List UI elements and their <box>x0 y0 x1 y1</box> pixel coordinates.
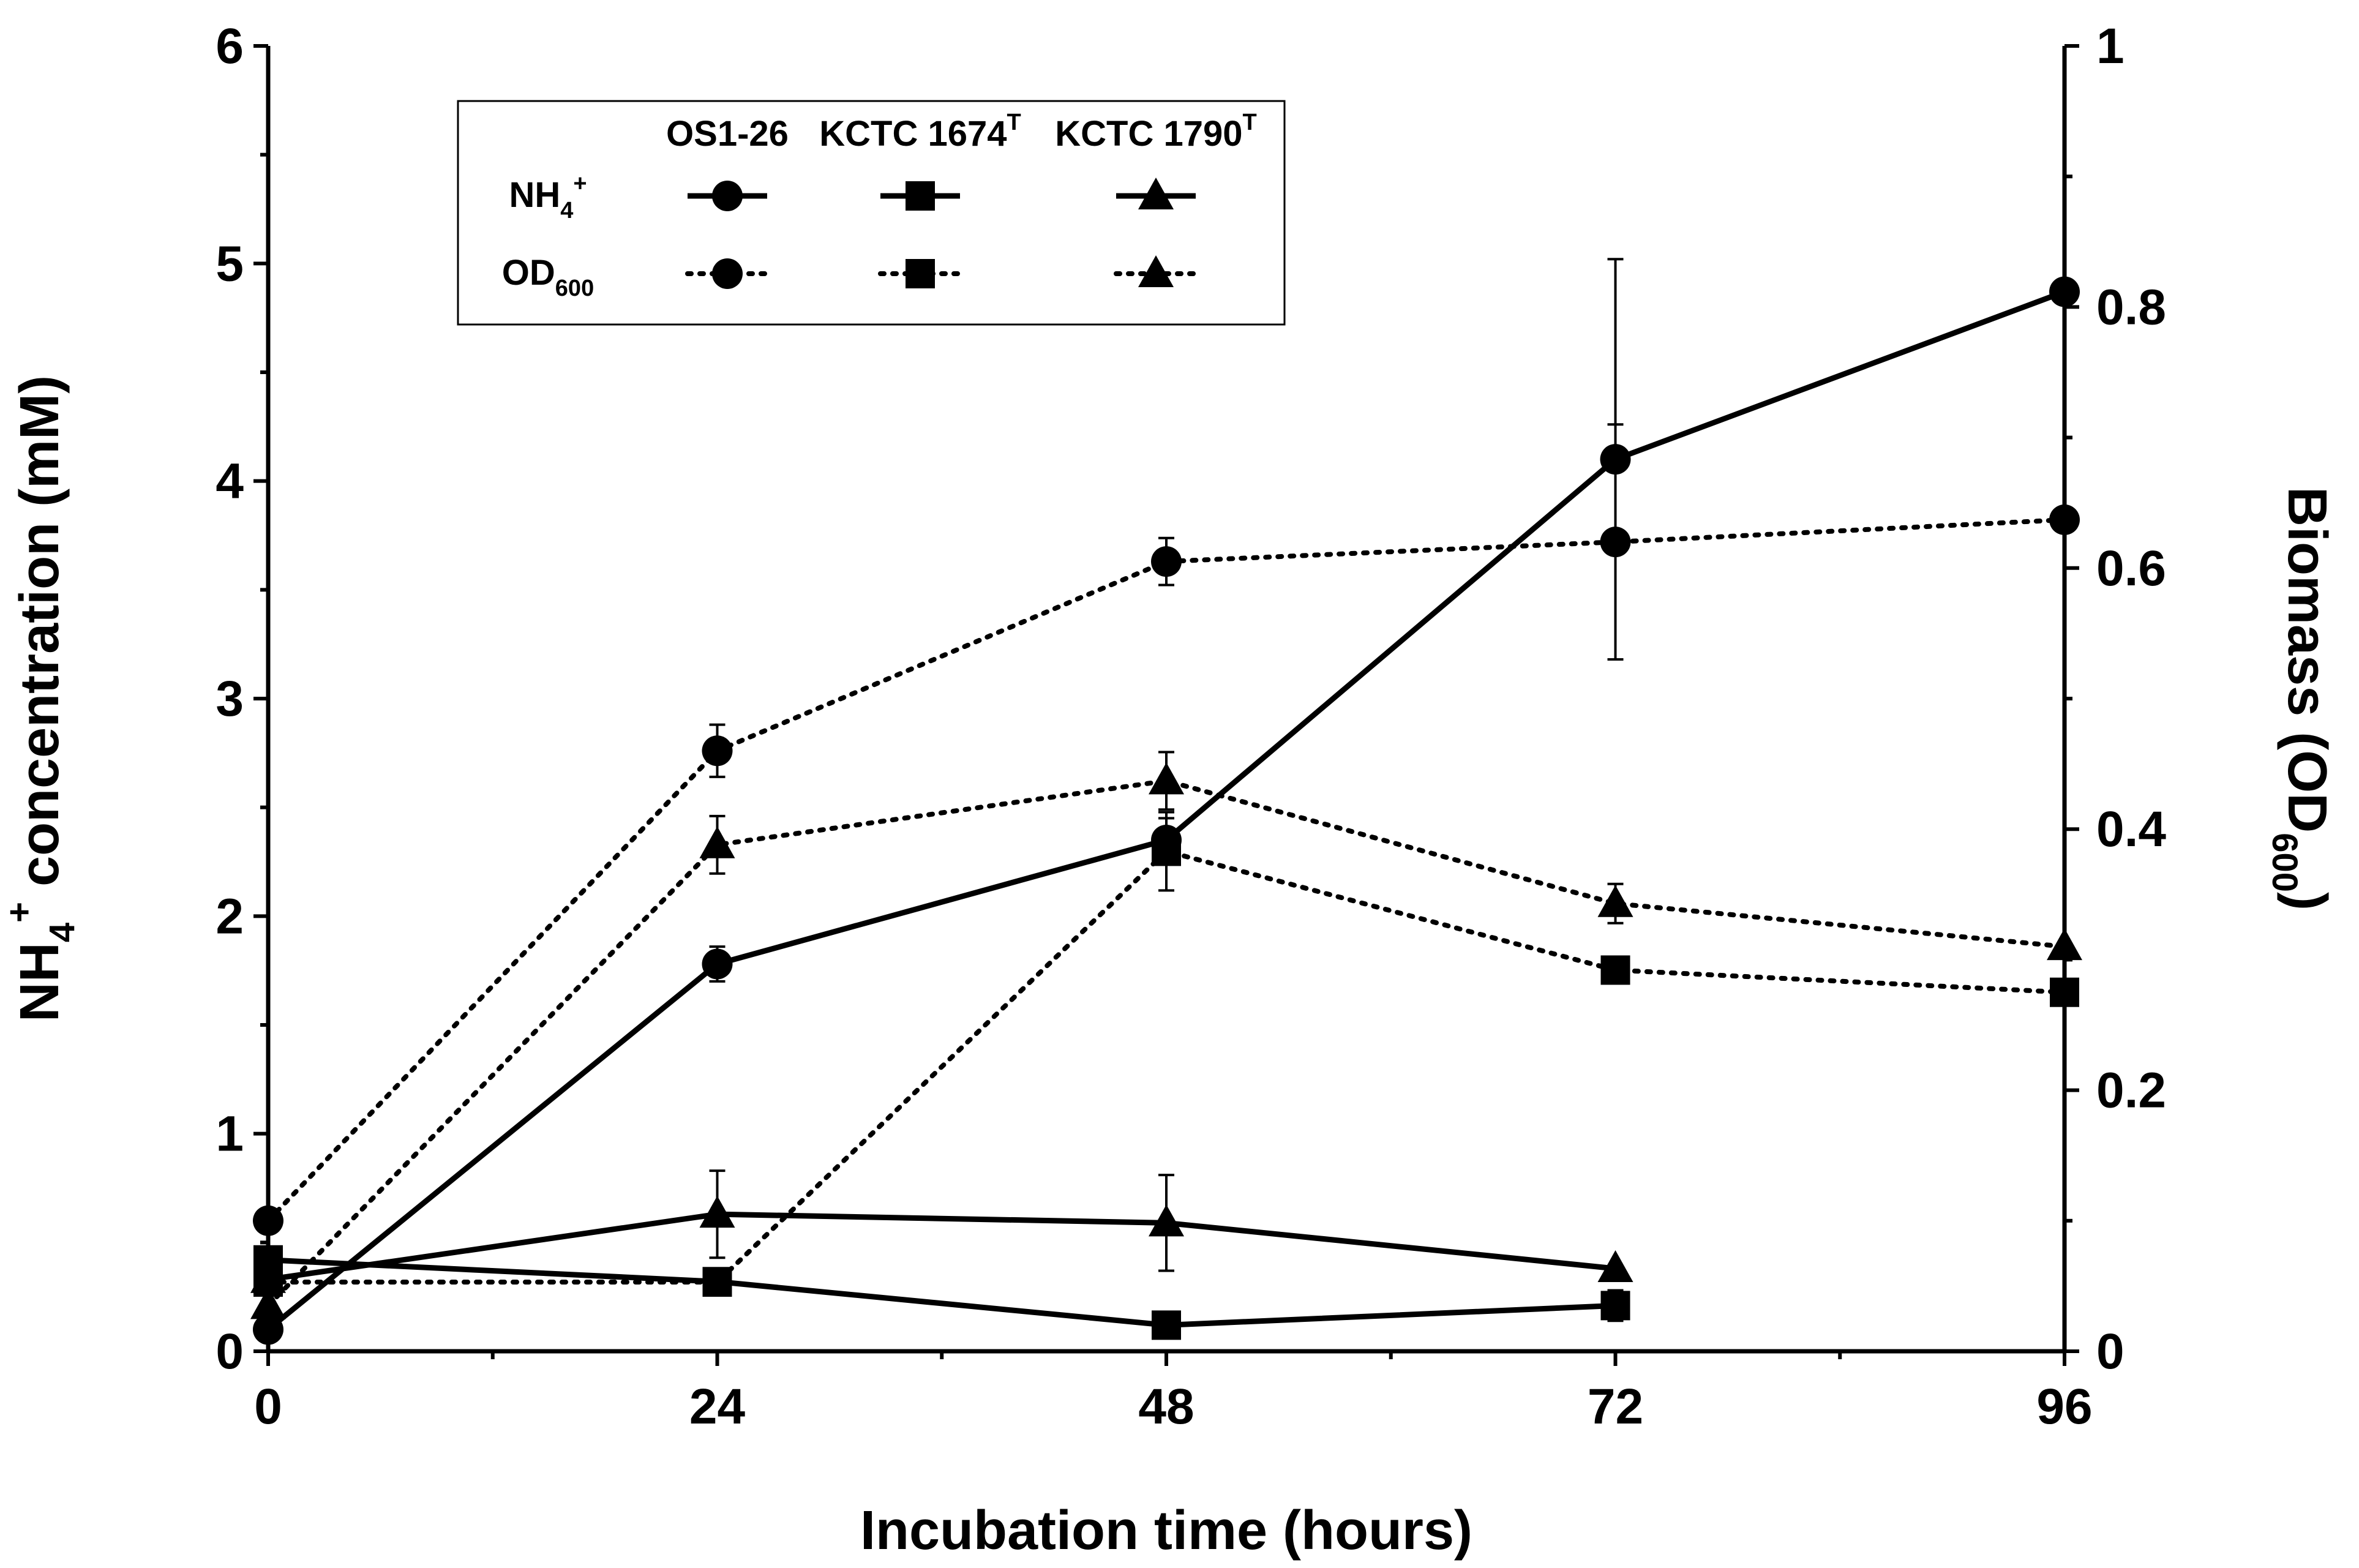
data-point <box>253 1314 283 1345</box>
y-left-tick-label: 0 <box>216 1324 244 1379</box>
y-right-tick-label: 0.2 <box>2096 1063 2166 1119</box>
legend-marker <box>906 181 935 211</box>
data-point <box>2047 928 2082 961</box>
data-point <box>1600 1291 1630 1321</box>
y-right-tick-label: 0 <box>2096 1324 2125 1379</box>
y-right-tick-label: 0.4 <box>2096 801 2166 857</box>
data-point <box>699 826 735 858</box>
data-point <box>2049 504 2080 535</box>
data-point <box>699 1196 735 1228</box>
legend-box <box>457 100 1286 326</box>
series-2 <box>250 1169 1633 1293</box>
series-4 <box>253 811 2079 1297</box>
y-axis-right-title: Biomass (OD600) <box>2265 487 2338 910</box>
data-point <box>1152 836 1181 866</box>
x-tick-label: 96 <box>2036 1379 2092 1435</box>
x-axis-title: Incubation time (hours) <box>860 1500 1472 1561</box>
y-axis-left-title: NH4+ concentration (mM) <box>0 375 82 1022</box>
data-point <box>1597 1250 1633 1282</box>
series-layer <box>250 258 2082 1345</box>
x-tick-label: 0 <box>254 1379 282 1435</box>
y-left-tick-label: 2 <box>216 888 244 944</box>
data-point <box>250 1287 286 1319</box>
legend-marker <box>906 259 935 288</box>
y-right-tick-label: 1 <box>2096 18 2125 74</box>
y-left-tick-label: 5 <box>216 236 244 291</box>
x-tick-label: 48 <box>1138 1379 1194 1435</box>
y-left-tick-label: 6 <box>216 18 244 74</box>
data-point <box>2050 977 2079 1007</box>
series-3 <box>253 423 2080 1236</box>
legend: OS1-26 KCTC 1674T KCTC 1790T NH4+ OD600 <box>457 100 1286 326</box>
data-point <box>1600 527 1631 558</box>
data-point <box>1152 1310 1181 1340</box>
y-right-tick-label: 0.6 <box>2096 541 2166 596</box>
legend-row-label: OD600 <box>502 253 594 301</box>
data-point <box>702 948 733 980</box>
legend-marker <box>712 181 743 211</box>
data-point <box>1597 885 1633 917</box>
series-line <box>268 1211 1616 1283</box>
data-point <box>1600 955 1630 985</box>
data-point <box>702 1267 732 1297</box>
legend-row-label: NH4+ <box>509 171 587 223</box>
legend-column-label: KCTC 1790T <box>1055 110 1256 154</box>
data-point <box>1149 1204 1184 1237</box>
legend-column-label: KCTC 1674T <box>819 110 1021 154</box>
legend-column-label: OS1-26 <box>666 114 789 154</box>
data-point <box>2049 276 2080 307</box>
data-point <box>1149 762 1184 795</box>
axes <box>253 44 2079 1366</box>
series-5 <box>250 751 2082 1319</box>
series-1 <box>253 1245 1630 1340</box>
legend-marker <box>1138 178 1174 209</box>
y-left-tick-label: 3 <box>216 671 244 727</box>
axis-labels: 0 1 2 3 4 5 6 0 0.2 0.4 0.6 0.8 1 0 24 48 72 96 Incubation… <box>0 18 2338 1561</box>
y-left-tick-label: 4 <box>216 454 244 509</box>
x-tick-label: 72 <box>1588 1379 1643 1435</box>
legend-marker <box>712 258 743 289</box>
y-left-tick-label: 1 <box>216 1106 244 1162</box>
legend-marker <box>1138 255 1174 287</box>
series-line <box>266 778 2067 1308</box>
x-tick-label: 24 <box>689 1379 746 1435</box>
data-point <box>1151 546 1182 577</box>
data-point <box>253 1205 283 1236</box>
data-point <box>702 735 733 767</box>
series-line <box>268 1257 1616 1328</box>
y-right-tick-label: 0.8 <box>2096 279 2166 335</box>
